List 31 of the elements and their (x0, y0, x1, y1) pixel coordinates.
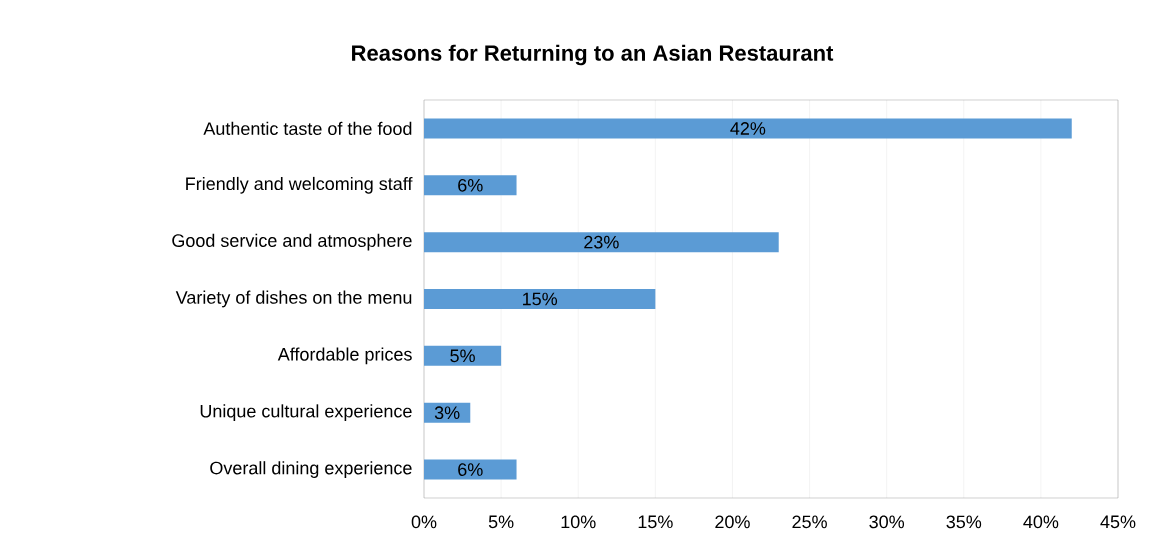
y-tick-label: Variety of dishes on the menu (175, 290, 412, 308)
data-label: 3% (434, 406, 460, 420)
x-tick-label: 20% (715, 515, 750, 529)
chart-title: Reasons for Returning to an Asian Restaurant (352, 44, 834, 66)
bar (424, 288, 656, 309)
y-tick-label: Affordable prices (277, 347, 412, 365)
x-tick-label: 15% (638, 515, 673, 529)
x-tick-label: 35% (946, 515, 982, 529)
x-tick-label: 30% (869, 515, 905, 529)
y-tick-label: Unique cultural experience (200, 404, 412, 422)
data-label: 23% (584, 235, 619, 249)
x-tick-label: 5% (488, 515, 514, 529)
x-tick-label: 25% (792, 515, 827, 529)
x-tick-label: 10% (561, 515, 596, 529)
bar (424, 345, 502, 366)
bar (424, 118, 1072, 139)
data-label: 6% (458, 178, 483, 192)
x-tick-label: 45% (1100, 515, 1136, 529)
y-tick-label: Overall dining experience (210, 461, 412, 478)
data-label: 5% (450, 349, 475, 363)
y-tick-label: Authentic taste of the food (203, 121, 412, 136)
y-tick-label: Good service and atmosphere (172, 233, 412, 251)
bar (424, 459, 517, 480)
data-label: 6% (458, 463, 483, 476)
data-label: 42% (730, 122, 766, 135)
x-tick-label: 0% (411, 515, 437, 529)
bar (424, 232, 779, 253)
y-tick-label: Friendly and welcoming staff (186, 176, 413, 194)
x-tick-label: 40% (1023, 515, 1059, 529)
data-label: 15% (523, 292, 558, 306)
bar (424, 175, 517, 196)
